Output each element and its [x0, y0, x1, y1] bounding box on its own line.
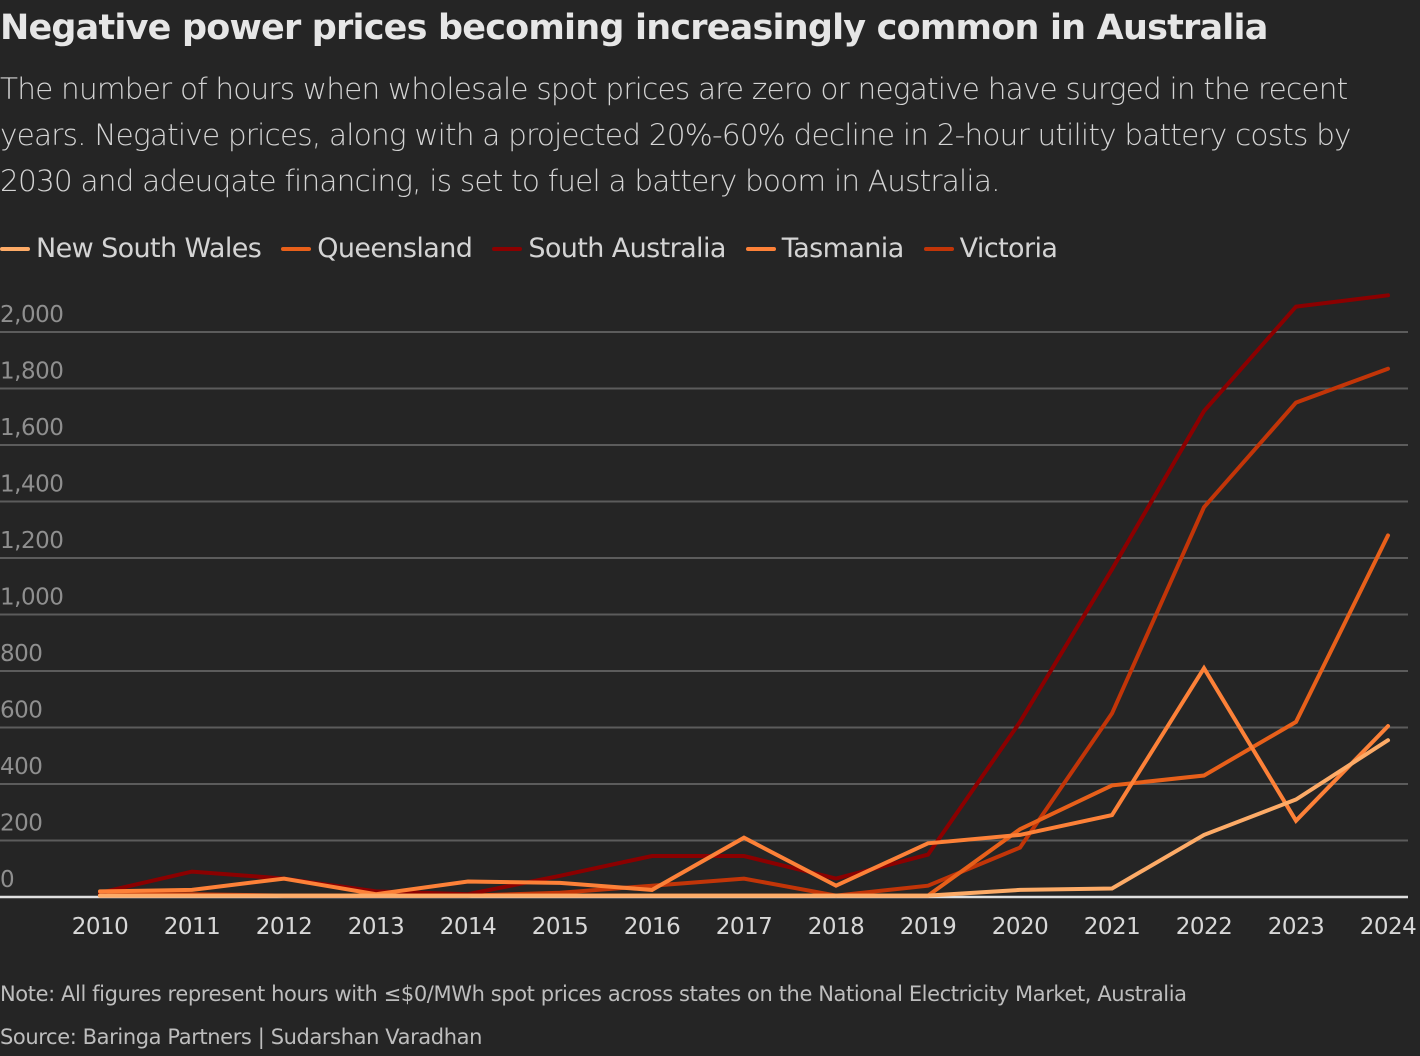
x-tick-label: 2019 [900, 914, 957, 940]
legend-label: Tasmania [781, 233, 904, 264]
chart-title: Negative power prices becoming increasin… [0, 8, 1268, 48]
legend-swatch [281, 246, 312, 251]
y-tick-label: 1,000 [0, 585, 63, 611]
legend-swatch [0, 246, 30, 251]
x-tick-label: 2013 [348, 914, 405, 940]
line-chart: 0 200 400 600 800 1,000 1,200 1,400 1,600 1,800 2,… [0, 293, 1417, 940]
y-tick-label: 400 [0, 754, 42, 780]
x-axis-ticks: 2010 2011 2012 2013 2014 2015 2016 2017 2018 2019… [72, 914, 1417, 940]
x-tick-label: 2010 [72, 914, 129, 940]
y-tick-label: 800 [0, 641, 42, 667]
legend-swatch [492, 246, 523, 251]
chart-note: Note: All figures represent hours with ≤… [0, 982, 1187, 1006]
legend-item-tasmania: Tasmania [745, 233, 904, 264]
legend: New South Wales Queensland South Austral… [0, 233, 1077, 264]
series-line-new-south-wales [98, 738, 1390, 898]
y-tick-label: 0 [0, 867, 14, 893]
legend-item-queensland: Queensland [281, 233, 473, 264]
y-tick-label: 1,400 [0, 472, 63, 498]
gridlines [0, 331, 1408, 899]
x-tick-label: 2023 [1268, 914, 1325, 940]
y-tick-label: 2,000 [0, 302, 63, 328]
legend-label: Queensland [317, 233, 473, 264]
x-tick-label: 2022 [1176, 914, 1233, 940]
x-tick-label: 2021 [1084, 914, 1141, 940]
series-line-south-australia [98, 293, 1390, 897]
x-tick-label: 2014 [440, 914, 497, 940]
series-lines [98, 293, 1390, 898]
chart-subtitle: The number of hours when wholesale spot … [0, 72, 1352, 198]
x-tick-label: 2018 [808, 914, 865, 940]
x-tick-label: 2016 [624, 914, 681, 940]
legend-swatch [745, 246, 776, 251]
legend-label: South Australia [528, 233, 726, 264]
y-axis-ticks: 0 200 400 600 800 1,000 1,200 1,400 1,600 1,800 2,… [0, 302, 64, 893]
x-tick-label: 2017 [716, 914, 773, 940]
x-tick-label: 2024 [1360, 914, 1417, 940]
legend-swatch [923, 246, 954, 251]
y-tick-label: 1,600 [0, 415, 63, 441]
y-tick-label: 600 [0, 698, 42, 724]
legend-label: New South Wales [36, 233, 262, 264]
legend-item-victoria: Victoria [923, 233, 1058, 264]
y-tick-label: 1,800 [0, 359, 63, 385]
x-tick-label: 2020 [992, 914, 1049, 940]
chart-source: Source: Baringa Partners | Sudarshan Var… [0, 1025, 482, 1049]
y-tick-label: 200 [0, 811, 42, 837]
series-line-tasmania [98, 664, 1390, 897]
x-tick-label: 2012 [256, 914, 313, 940]
series-line-victoria [98, 366, 1390, 898]
x-tick-label: 2011 [164, 914, 221, 940]
legend-label: Victoria [959, 233, 1058, 264]
legend-item-south-australia: South Australia [492, 233, 726, 264]
y-tick-label: 1,200 [0, 528, 63, 554]
legend-item-new-south-wales: New South Wales [0, 233, 262, 264]
x-tick-label: 2015 [532, 914, 589, 940]
